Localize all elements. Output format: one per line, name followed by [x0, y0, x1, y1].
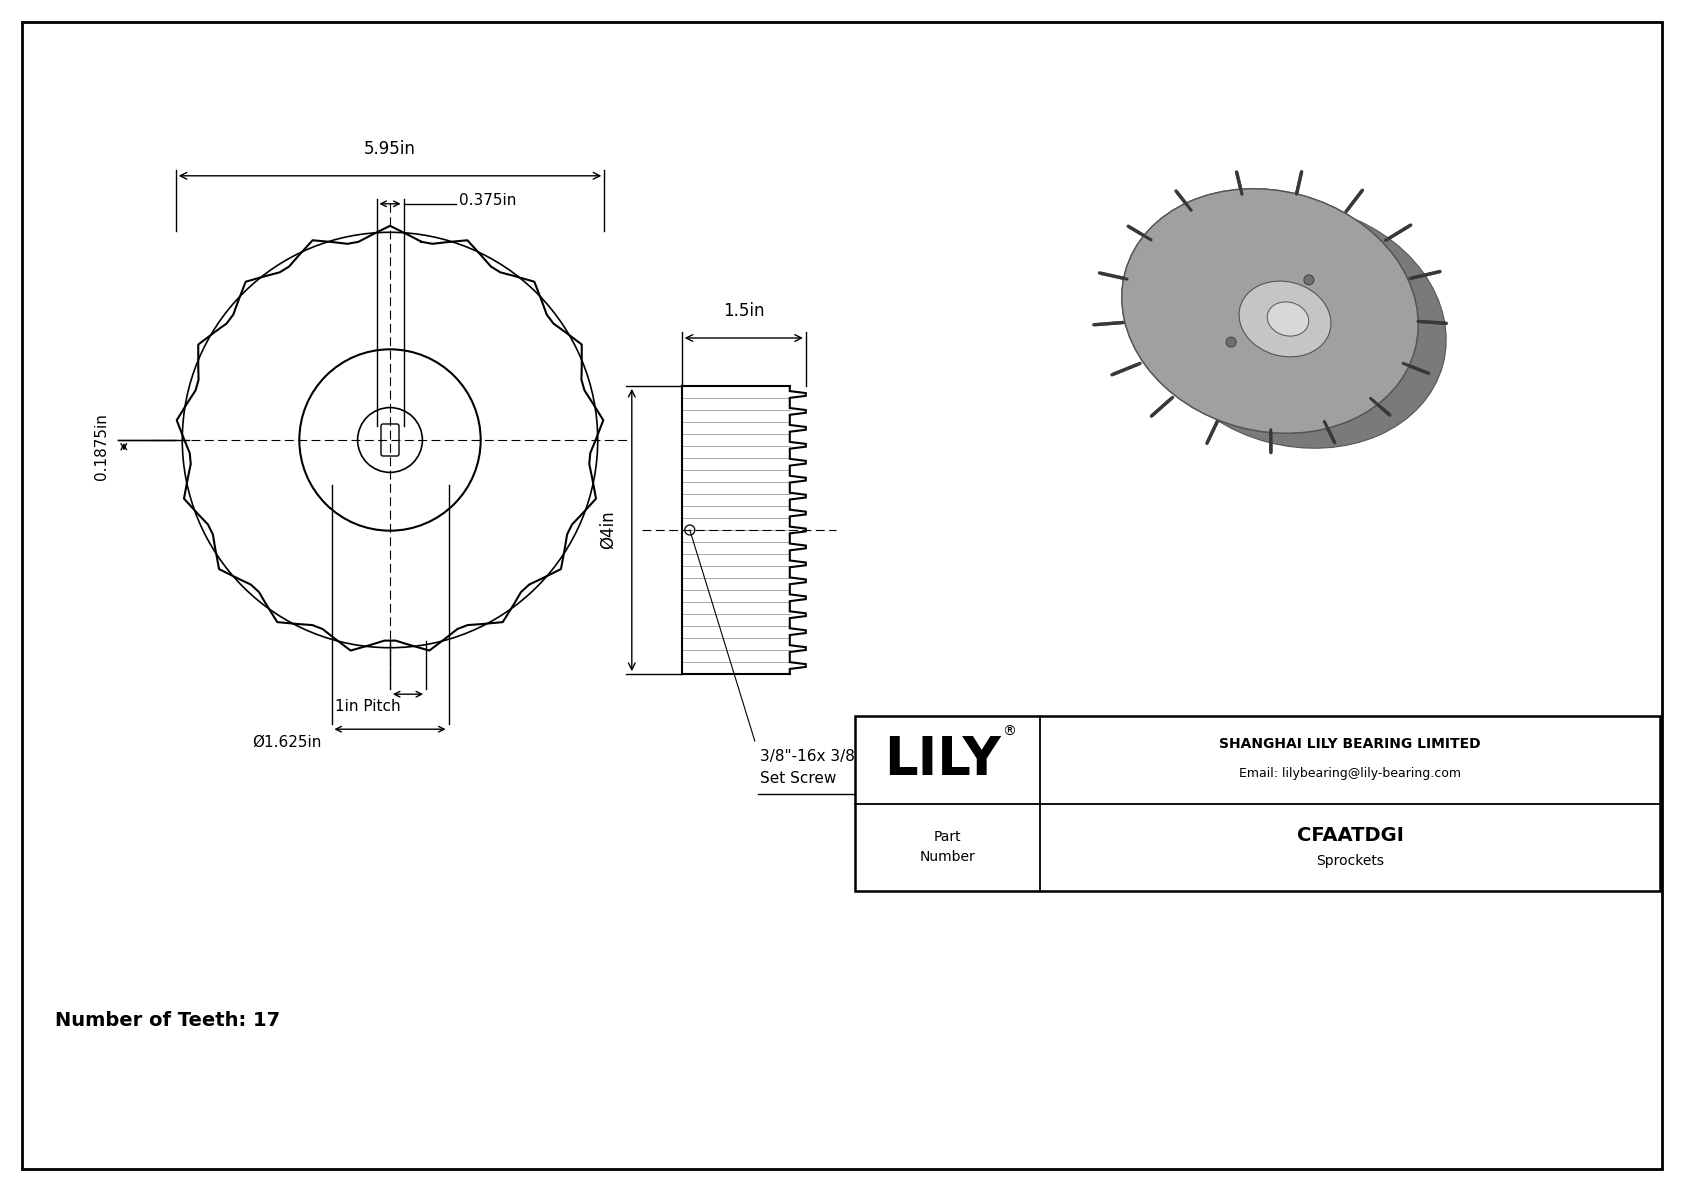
Text: Email: lilybearing@lily-bearing.com: Email: lilybearing@lily-bearing.com: [1239, 767, 1462, 780]
Text: Part: Part: [933, 830, 962, 844]
Text: Ø4in: Ø4in: [600, 511, 616, 549]
Text: 1.5in: 1.5in: [722, 303, 765, 320]
Text: 3/8"-16x 3/8": 3/8"-16x 3/8": [759, 749, 862, 763]
Text: CFAATDGI: CFAATDGI: [1297, 825, 1403, 844]
FancyBboxPatch shape: [381, 424, 399, 456]
Text: 0.1875in: 0.1875in: [94, 413, 109, 480]
Circle shape: [1303, 275, 1314, 285]
Ellipse shape: [1239, 281, 1330, 357]
Text: Set Screw: Set Screw: [759, 771, 837, 786]
Text: Sprockets: Sprockets: [1315, 854, 1384, 868]
Text: LILY: LILY: [884, 734, 1000, 786]
Text: Number of Teeth: 17: Number of Teeth: 17: [56, 1011, 280, 1030]
Ellipse shape: [1239, 281, 1330, 357]
Ellipse shape: [1122, 188, 1418, 434]
Text: 1in Pitch: 1in Pitch: [335, 699, 401, 715]
Circle shape: [1226, 337, 1236, 347]
Text: ®: ®: [1002, 725, 1017, 738]
Ellipse shape: [1122, 188, 1418, 434]
Bar: [855, 716, 1660, 891]
Ellipse shape: [1268, 301, 1308, 336]
Ellipse shape: [1150, 204, 1447, 448]
Text: 5.95in: 5.95in: [364, 139, 416, 157]
Ellipse shape: [1268, 301, 1308, 336]
Text: Number: Number: [919, 850, 975, 865]
Text: Ø1.625in: Ø1.625in: [253, 734, 322, 749]
Text: 0.375in: 0.375in: [458, 193, 515, 208]
Text: SHANGHAI LILY BEARING LIMITED: SHANGHAI LILY BEARING LIMITED: [1219, 737, 1480, 750]
